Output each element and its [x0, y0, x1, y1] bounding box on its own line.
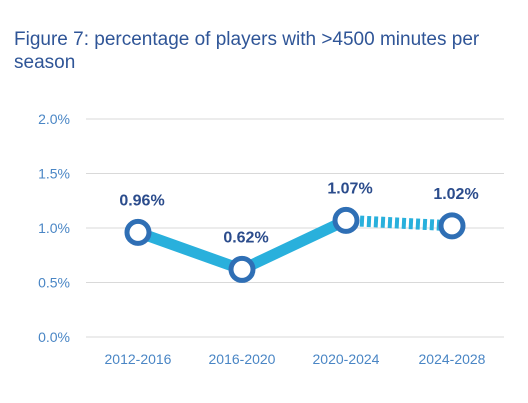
data-point-marker: [228, 255, 256, 283]
series-lines: [132, 214, 453, 275]
data-point-marker: [438, 212, 466, 240]
x-tick-label: 2012-2016: [105, 351, 172, 367]
data-label: 1.07%: [327, 180, 372, 197]
grid-lines: [86, 118, 504, 338]
x-tick-label: 2020-2024: [313, 351, 380, 367]
data-point-marker: [332, 206, 360, 234]
y-tick-label: 1.5%: [38, 166, 70, 182]
data-point-marker: [124, 218, 152, 246]
chart-title: Figure 7: percentage of players with >45…: [14, 29, 480, 73]
data-point-markers: [124, 206, 466, 283]
y-tick-label: 2.0%: [38, 111, 70, 127]
y-tick-label: 0.0%: [38, 329, 70, 345]
data-label: 0.96%: [119, 192, 164, 209]
data-labels: 0.96% 0.62% 1.07% 1.02%: [119, 180, 478, 246]
x-tick-label: 2024-2028: [419, 351, 486, 367]
x-axis-tick-labels: 2012-2016 2016-2020 2020-2024 2024-2028: [105, 351, 486, 367]
data-label: 1.02%: [433, 186, 478, 203]
y-tick-label: 0.5%: [38, 275, 70, 291]
series-line-segment: [132, 226, 248, 275]
series-line-segment: [236, 214, 352, 275]
data-label: 0.62%: [223, 229, 268, 246]
series-line-segment-projected: [345, 214, 453, 232]
y-axis-tick-labels: 0.0% 0.5% 1.0% 1.5% 2.0%: [38, 111, 70, 345]
y-tick-label: 1.0%: [38, 220, 70, 236]
x-tick-label: 2016-2020: [209, 351, 276, 367]
